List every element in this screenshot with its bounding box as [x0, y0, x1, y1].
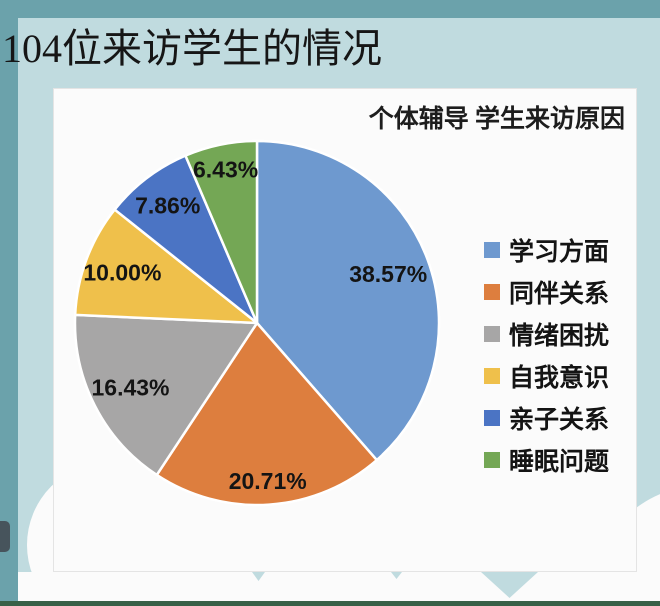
chart-card: 个体辅导 学生来访原因 38.57% 20.71% 16.43% 10.00% 7.86…	[53, 88, 637, 572]
legend-label: 学习方面	[509, 239, 610, 266]
cloud-band	[18, 572, 660, 602]
pie-label-4: 10.00%	[83, 260, 161, 286]
chart-title: 个体辅导 学生来访原因	[368, 106, 625, 133]
pie-slice-3	[73, 313, 259, 477]
pie-label-2: 20.71%	[229, 468, 307, 494]
legend-label: 睡眠问题	[509, 449, 610, 476]
pie-label-6: 6.43%	[193, 157, 258, 183]
legend-item-6: 睡眠问题	[484, 439, 609, 481]
pie-label-3: 16.43%	[91, 375, 169, 401]
side-tab-shape	[0, 521, 10, 552]
pie-label-1: 38.57%	[349, 261, 427, 287]
pie-label-5: 7.86%	[135, 193, 200, 219]
cloud-notch	[391, 572, 402, 579]
legend-swatch-icon	[484, 452, 500, 468]
cloud-notch	[252, 572, 265, 581]
pie-chart: 38.57% 20.71% 16.43% 10.00% 7.86% 6.43%	[73, 139, 441, 507]
chart-legend: 学习方面同伴关系情绪困扰自我意识亲子关系睡眠问题	[484, 229, 609, 481]
pie-slice-1	[255, 139, 441, 462]
legend-swatch-icon	[484, 368, 500, 384]
legend-item-4: 自我意识	[484, 355, 609, 397]
legend-swatch-icon	[484, 410, 500, 426]
pie-slice-2	[155, 321, 379, 507]
top-band-decoration	[0, 0, 660, 18]
pie-slice-6	[184, 139, 259, 325]
legend-label: 亲子关系	[509, 407, 610, 434]
legend-label: 情绪困扰	[509, 323, 610, 350]
pie-slice-4	[73, 208, 259, 325]
legend-label: 自我意识	[509, 365, 610, 392]
legend-swatch-icon	[484, 326, 500, 342]
left-band-decoration	[0, 0, 18, 606]
slide-title: 104位来访学生的情况	[2, 26, 382, 71]
legend-item-5: 亲子关系	[484, 397, 609, 439]
legend-swatch-icon	[484, 284, 500, 300]
bottom-accent-line	[0, 601, 660, 606]
legend-label: 同伴关系	[509, 281, 610, 308]
legend-item-1: 学习方面	[484, 229, 609, 271]
legend-item-3: 情绪困扰	[484, 313, 609, 355]
legend-item-2: 同伴关系	[484, 271, 609, 313]
legend-swatch-icon	[484, 242, 500, 258]
